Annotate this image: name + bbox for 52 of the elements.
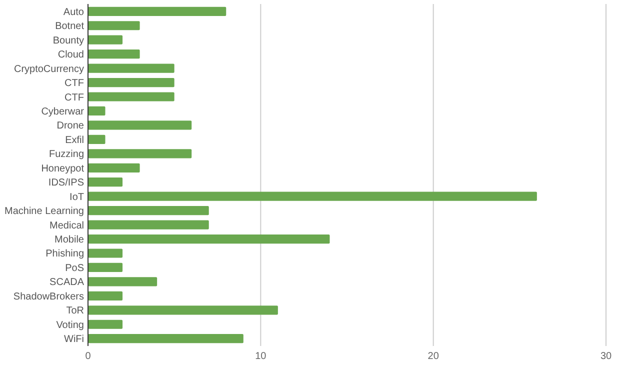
y-tick-label: SCADA <box>50 277 84 288</box>
bar <box>88 248 123 258</box>
bar <box>88 163 140 172</box>
y-tick-label: WiFi <box>64 334 84 346</box>
y-tick-label: Honeypot <box>41 163 84 174</box>
bar <box>88 92 174 102</box>
bar <box>88 134 106 144</box>
x-tick-label: 30 <box>600 351 612 362</box>
y-tick-label: Cloud <box>58 50 84 61</box>
bar <box>88 234 330 244</box>
y-tick-label: PoS <box>65 262 84 274</box>
bar <box>88 277 158 286</box>
y-tick-label: IDS/IPS <box>48 178 84 189</box>
y-tick-label: CTF <box>64 78 84 90</box>
y-tick-label: Voting <box>56 320 84 331</box>
bar <box>88 149 192 158</box>
y-tick-label: Cyberwar <box>41 106 85 118</box>
y-tick-label: ToR <box>66 306 84 317</box>
y-tick-label: Phishing <box>46 248 84 260</box>
y-tick-label: Mobile <box>54 234 84 246</box>
bar <box>88 291 123 300</box>
y-tick-label: Botnet <box>55 21 84 32</box>
bar <box>88 21 140 30</box>
x-tick-label: 10 <box>255 351 267 362</box>
bar <box>88 106 106 116</box>
bar <box>88 178 123 187</box>
y-tick-label: CryptoCurrency <box>14 64 84 75</box>
bar <box>88 50 140 59</box>
y-tick-label: Auto <box>63 6 84 18</box>
y-tick-label: Bounty <box>52 35 84 46</box>
bar <box>88 334 244 344</box>
x-tick-label: 0 <box>85 351 92 362</box>
bar <box>88 192 537 201</box>
y-tick-label: Exfil <box>65 134 84 146</box>
y-tick-label: Drone <box>56 120 84 132</box>
bar <box>88 262 123 272</box>
y-tick-label: Machine Learning <box>4 206 84 218</box>
x-tick-label: 20 <box>428 351 440 362</box>
bar <box>88 35 123 44</box>
bar <box>88 206 209 216</box>
bar <box>88 64 174 73</box>
bar <box>88 220 209 230</box>
y-tick-label: IoT <box>70 192 84 203</box>
y-tick-label: CTF <box>64 92 84 104</box>
y-tick-label: Fuzzing <box>48 149 84 160</box>
y-tick-label: Medical <box>50 220 84 232</box>
bar <box>88 120 192 130</box>
y-tick-label: ShadowBrokers <box>13 291 84 302</box>
bar <box>88 78 174 88</box>
bar <box>88 320 123 329</box>
bar <box>88 6 226 16</box>
bar <box>88 306 278 315</box>
